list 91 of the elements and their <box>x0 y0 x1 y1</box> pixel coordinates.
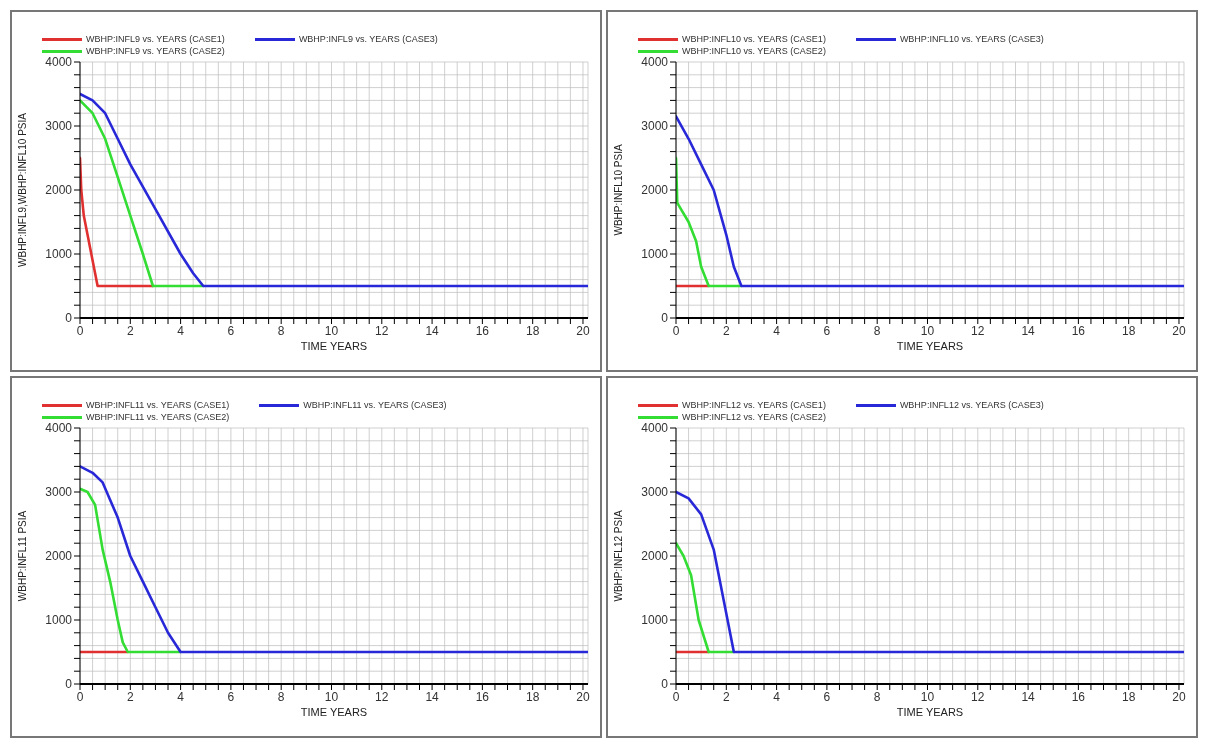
y-axis-title: WBHP:INFL9,WBHP:INFL10 PSIA <box>16 112 28 267</box>
x-tick-label: 4 <box>177 323 185 338</box>
y-axis-title: WBHP:INFL10 PSIA <box>612 144 624 236</box>
legend-label: WBHP:INFL10 vs. YEARS (CASE3) <box>899 34 1044 44</box>
x-tick-label: 18 <box>1121 689 1136 704</box>
y-tick-label: 1000 <box>45 247 73 262</box>
y-tick-label: 0 <box>65 677 73 692</box>
x-tick-label: 8 <box>277 323 285 338</box>
y-tick-label: 3000 <box>45 119 73 134</box>
x-tick-label: 6 <box>227 689 235 704</box>
y-tick-label: 4000 <box>45 421 73 436</box>
y-tick-label: 4000 <box>641 421 669 436</box>
x-tick-label: 6 <box>823 323 831 338</box>
x-tick-label: 4 <box>177 689 185 704</box>
line-series <box>80 465 588 654</box>
x-tick-label: 20 <box>1172 323 1186 338</box>
line-series <box>80 487 182 654</box>
y-tick-label: 1000 <box>641 247 669 262</box>
legend-label: WBHP:INFL12 vs. YEARS (CASE2) <box>682 412 826 422</box>
x-tick-label: 10 <box>920 689 935 704</box>
x-tick-label: 16 <box>1071 323 1086 338</box>
x-tick-label: 2 <box>722 689 730 704</box>
legend-label: WBHP:INFL12 vs. YEARS (CASE1) <box>682 400 826 410</box>
y-axis-title: WBHP:INFL11 PSIA <box>16 510 28 602</box>
x-tick-label: 4 <box>773 323 781 338</box>
x-tick-label: 10 <box>324 323 339 338</box>
legend-label: WBHP:INFL10 vs. YEARS (CASE1) <box>682 34 826 44</box>
x-tick-label: 2 <box>722 323 730 338</box>
x-tick-label: 20 <box>1172 689 1186 704</box>
line-series <box>676 541 736 654</box>
x-tick-label: 0 <box>76 689 84 704</box>
y-tick-label: 0 <box>661 311 669 326</box>
y-tick-label: 3000 <box>641 119 669 134</box>
x-axis-title: TIME YEARS <box>300 340 368 352</box>
x-tick-label: 10 <box>920 323 935 338</box>
line-series <box>676 490 1184 654</box>
legend-label: WBHP:INFL11 vs. YEARS (CASE2) <box>86 412 230 422</box>
x-tick-label: 0 <box>672 689 680 704</box>
y-tick-label: 3000 <box>45 485 73 500</box>
y-tick-label: 2000 <box>641 183 669 198</box>
y-tick-label: 3000 <box>641 485 669 500</box>
x-tick-label: 0 <box>76 323 84 338</box>
x-tick-label: 10 <box>324 689 339 704</box>
x-tick-label: 12 <box>971 689 985 704</box>
x-axis-title: TIME YEARS <box>300 706 368 718</box>
y-tick-label: 1000 <box>45 613 73 628</box>
x-tick-label: 14 <box>425 323 440 338</box>
x-tick-label: 12 <box>375 323 389 338</box>
y-tick-label: 4000 <box>641 55 669 70</box>
x-axis-title: TIME YEARS <box>896 706 964 718</box>
legend-label: WBHP:INFL12 vs. YEARS (CASE3) <box>899 400 1044 410</box>
legend-label: WBHP:INFL9 vs. YEARS (CASE3) <box>298 34 438 44</box>
x-tick-label: 14 <box>1021 323 1036 338</box>
legend-label: WBHP:INFL10 vs. YEARS (CASE2) <box>682 46 826 56</box>
x-tick-label: 18 <box>525 689 540 704</box>
y-tick-label: 2000 <box>45 183 73 198</box>
legend-label: WBHP:INFL11 vs. YEARS (CASE3) <box>303 400 447 410</box>
x-tick-label: 20 <box>576 323 590 338</box>
x-tick-label: 14 <box>1021 689 1036 704</box>
y-tick-label: 0 <box>65 311 73 326</box>
legend-label: WBHP:INFL9 vs. YEARS (CASE2) <box>86 46 225 56</box>
line-series <box>80 92 588 288</box>
y-tick-label: 0 <box>661 677 669 692</box>
line-series <box>80 99 205 288</box>
y-tick-label: 2000 <box>45 549 73 564</box>
x-tick-label: 8 <box>277 689 285 704</box>
x-tick-label: 2 <box>126 689 134 704</box>
x-tick-label: 18 <box>1121 323 1136 338</box>
x-tick-label: 2 <box>126 323 134 338</box>
x-tick-label: 6 <box>823 689 831 704</box>
legend-label: WBHP:INFL9 vs. YEARS (CASE1) <box>86 34 225 44</box>
x-tick-label: 4 <box>773 689 781 704</box>
x-tick-label: 8 <box>873 323 881 338</box>
y-tick-label: 2000 <box>641 549 669 564</box>
x-tick-label: 12 <box>375 689 389 704</box>
legend-label: WBHP:INFL11 vs. YEARS (CASE1) <box>86 400 230 410</box>
x-tick-label: 8 <box>873 689 881 704</box>
x-tick-label: 20 <box>576 689 590 704</box>
x-tick-label: 16 <box>1071 689 1086 704</box>
line-series <box>676 115 1184 288</box>
x-tick-label: 14 <box>425 689 440 704</box>
x-tick-label: 0 <box>672 323 680 338</box>
y-tick-label: 4000 <box>45 55 73 70</box>
x-tick-label: 16 <box>475 323 490 338</box>
x-axis-title: TIME YEARS <box>896 340 964 352</box>
x-tick-label: 12 <box>971 323 985 338</box>
x-tick-label: 16 <box>475 689 490 704</box>
y-axis-title: WBHP:INFL12 PSIA <box>612 510 624 602</box>
x-tick-label: 6 <box>227 323 235 338</box>
y-tick-label: 1000 <box>641 613 669 628</box>
x-tick-label: 18 <box>525 323 540 338</box>
